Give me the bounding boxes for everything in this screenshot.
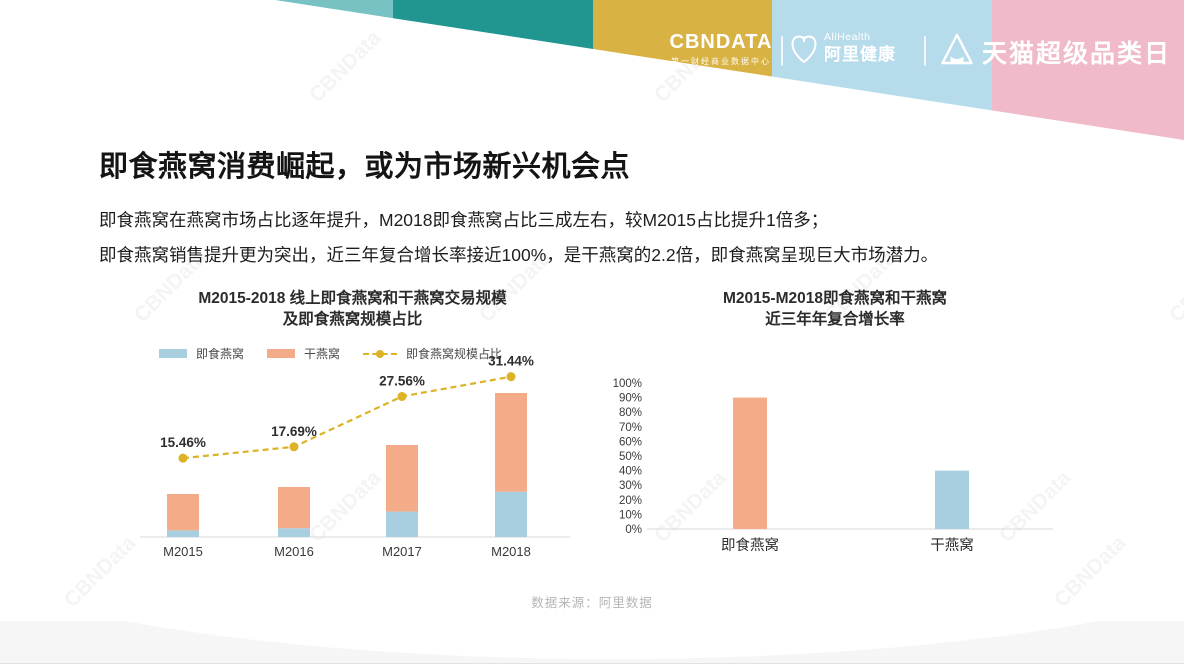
svg-text:30%: 30% — [619, 480, 642, 492]
legend-label-dry: 干燕窝 — [303, 347, 340, 361]
svg-text:10%: 10% — [619, 509, 642, 521]
svg-text:M2018: M2018 — [491, 544, 531, 559]
header-band — [275, 0, 1184, 140]
svg-text:40%: 40% — [619, 466, 642, 478]
legend-swatch-ratio-line — [363, 349, 397, 359]
cbndata-watermark: CBNData — [1164, 246, 1184, 327]
svg-text:27.56%: 27.56% — [379, 373, 425, 388]
svg-text:100%: 100% — [613, 378, 642, 390]
left-chart: M2015-2018 线上即食燕窝和干燕窝交易规模 及即食燕窝规模占比 即食燕窝… — [120, 288, 585, 573]
data-source-note: 数据来源：阿里数据 — [531, 596, 653, 610]
svg-text:M2015: M2015 — [163, 544, 203, 559]
svg-text:0%: 0% — [625, 524, 642, 536]
svg-text:80%: 80% — [619, 407, 642, 419]
left-chart-legend: 即食燕窝 干燕窝 即食燕窝规模占比 — [120, 345, 555, 362]
svg-text:90%: 90% — [619, 393, 642, 405]
header-block-teal-light — [275, 0, 393, 140]
page-title: 即食燕窝消费崛起，或为市场新兴机会点 — [99, 151, 631, 183]
svg-text:15.46%: 15.46% — [160, 435, 206, 450]
left-chart-title-line1: M2015-2018 线上即食燕窝和干燕窝交易规模 — [198, 290, 507, 307]
legend-swatch-dry — [266, 349, 295, 358]
svg-text:50%: 50% — [619, 451, 642, 463]
legend-label-ratio: 即食燕窝规模占比 — [406, 347, 503, 361]
svg-text:70%: 70% — [619, 422, 642, 434]
right-chart-title-line1: M2015-M2018即食燕窝和干燕窝 — [723, 290, 947, 307]
header-block-pink — [992, 0, 1184, 140]
bottom-curve-decoration — [0, 621, 1184, 663]
svg-text:即食燕窝: 即食燕窝 — [721, 536, 779, 554]
right-chart-title-line2: 近三年年复合增长率 — [765, 311, 905, 328]
left-chart-plot: M2015 M2016 M2017 M2018 15.46% 17.69% 27.56% 31… — [140, 354, 570, 559]
cbndata-watermark: CBNData — [304, 26, 386, 107]
header-block-blue — [772, 0, 992, 140]
left-chart-title-line2: 及即食燕窝规模占比 — [282, 311, 423, 328]
legend-swatch-instant — [158, 349, 187, 358]
legend-label-instant: 即食燕窝 — [195, 347, 244, 361]
svg-text:60%: 60% — [619, 436, 642, 448]
page-paragraph: 即食燕窝在燕窝市场占比逐年提升，M2018即食燕窝占比三成左右，较M2015占比… — [99, 203, 938, 273]
header-block-teal-dark — [393, 0, 593, 140]
paragraph-line-1: 即食燕窝在燕窝市场占比逐年提升，M2018即食燕窝占比三成左右，较M2015占比… — [99, 210, 829, 230]
svg-text:干燕窝: 干燕窝 — [930, 536, 974, 554]
svg-text:M2016: M2016 — [274, 544, 314, 559]
paragraph-line-2: 即食燕窝销售提升更为突出，近三年复合增长率接近100%，是干燕窝的2.2倍，即食… — [99, 245, 939, 265]
svg-text:31.44%: 31.44% — [488, 354, 534, 369]
right-chart-plot: 0% 10% 20% 30% 40% 50% 60% 70% 80% 90% 100% 即食燕窝 干燕窝 — [613, 378, 1053, 554]
header-block-gold — [593, 0, 772, 140]
svg-text:17.69%: 17.69% — [271, 424, 317, 439]
right-chart: M2015-M2018即食燕窝和干燕窝 近三年年复合增长率 0% 10% 20% 30… — [600, 288, 1070, 573]
svg-text:20%: 20% — [619, 495, 642, 507]
svg-text:M2017: M2017 — [382, 544, 422, 559]
